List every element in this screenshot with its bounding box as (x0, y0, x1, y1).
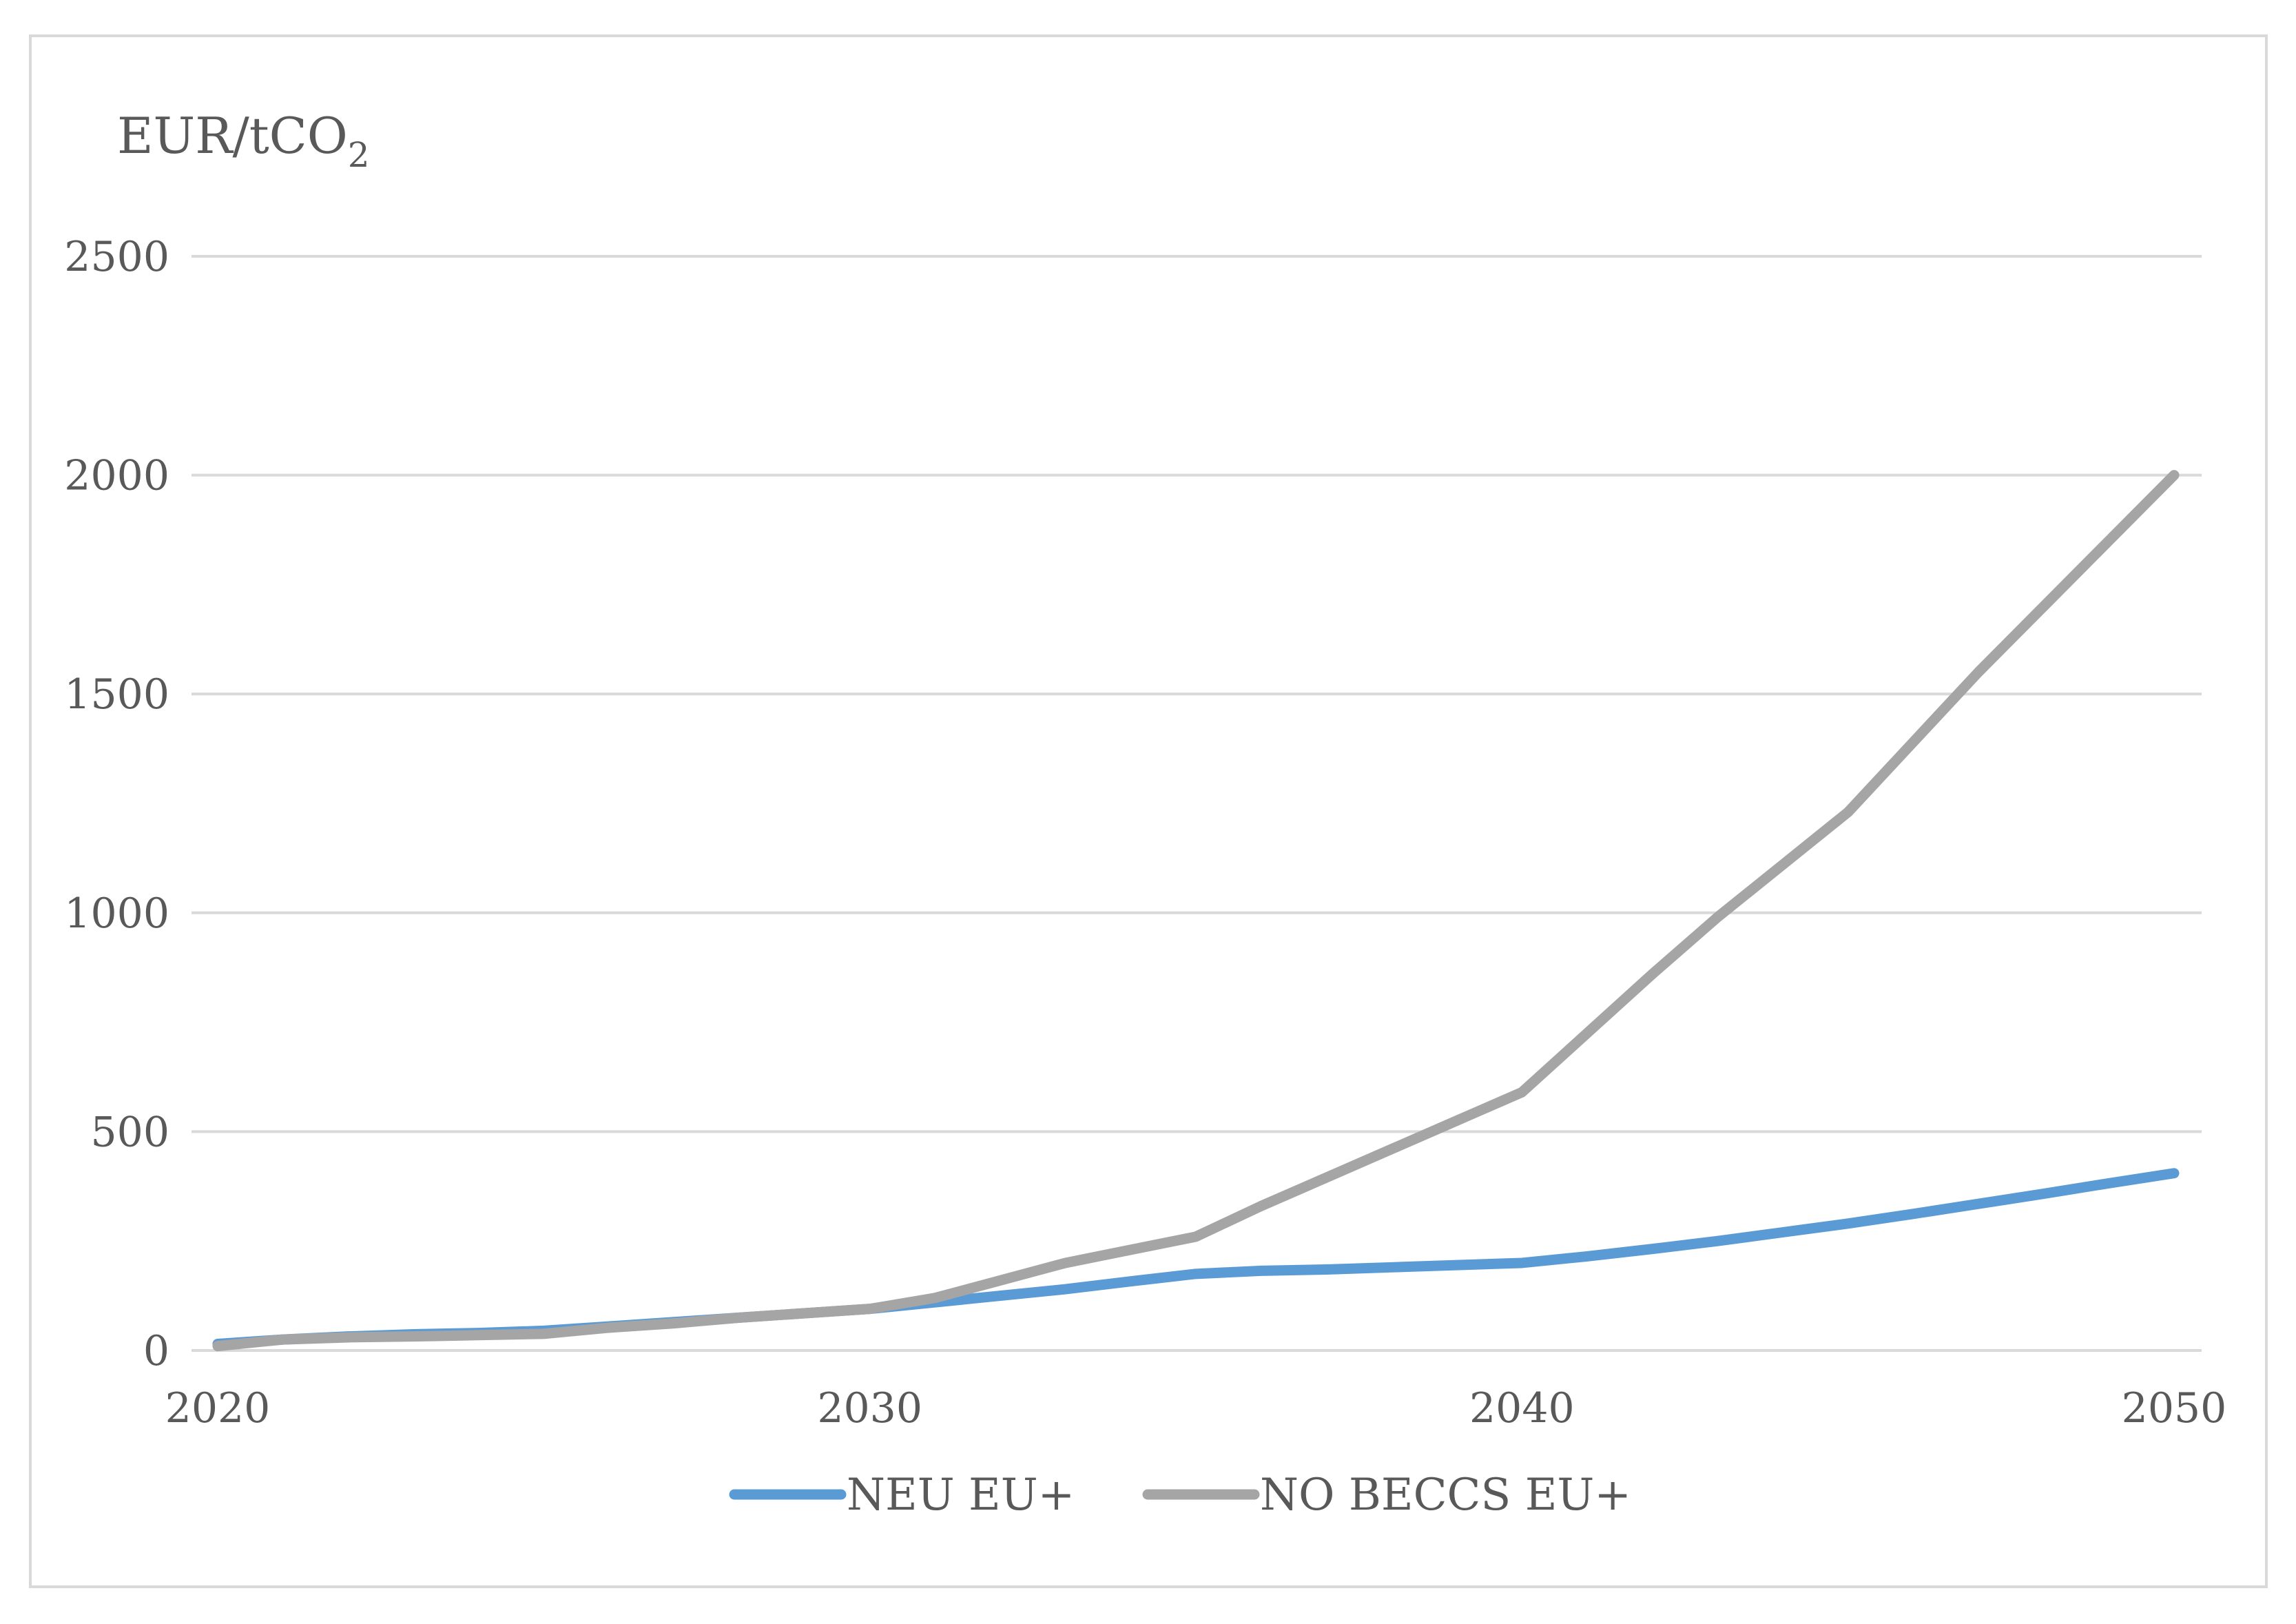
x-tick-label: 2050 (2122, 1384, 2227, 1432)
y-axis-unit-label: EUR/tCO2 (117, 107, 370, 175)
line-chart: 0 500 1000 1500 2000 2500 2020 2030 2040 2050 EU… (64, 107, 2227, 1521)
x-tick-label: 2020 (165, 1384, 271, 1432)
legend: NEU EU+ NO BECCS EU+ (729, 1470, 1631, 1521)
series-line-1 (212, 470, 2180, 1352)
y-tick-label: 500 (90, 1108, 169, 1156)
y-tick-label: 2000 (64, 452, 169, 500)
y-tick-label: 1500 (64, 670, 169, 719)
series-lines (212, 470, 2180, 1352)
y-tick-label: 0 (143, 1327, 169, 1375)
legend-item: NEU EU+ (729, 1470, 1075, 1521)
legend-label: NEU EU+ (847, 1470, 1075, 1521)
y-axis-ticks: 0 500 1000 1500 2000 2500 (64, 233, 169, 1375)
legend-item: NO BECCS EU+ (1142, 1470, 1631, 1521)
x-axis-ticks: 2020 2030 2040 2050 (165, 1384, 2227, 1432)
y-axis-unit-subscript: 2 (348, 135, 370, 175)
chart-frame: 0 500 1000 1500 2000 2500 2020 2030 2040 2050 EU… (29, 34, 2268, 1588)
x-tick-label: 2030 (817, 1384, 922, 1432)
y-tick-label: 1000 (64, 890, 169, 938)
x-tick-label: 2040 (1469, 1384, 1575, 1432)
y-axis-unit-main: EUR/tCO (117, 107, 348, 165)
series-line-0 (212, 1168, 2180, 1349)
gridlines (192, 255, 2202, 1352)
y-tick-label: 2500 (64, 233, 169, 281)
legend-label: NO BECCS EU+ (1260, 1470, 1631, 1521)
